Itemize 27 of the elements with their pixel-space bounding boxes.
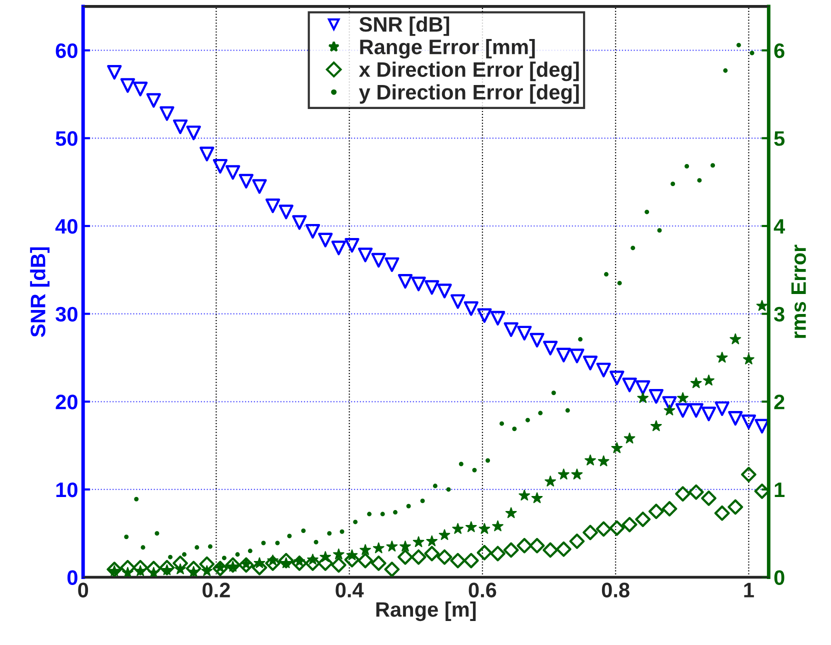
y2-tick-label: 3 <box>774 306 784 322</box>
y-tick-label: 20 <box>56 394 78 410</box>
x-tick-label: 0.8 <box>602 582 630 598</box>
legend-label: Range Error [mm] <box>360 39 535 59</box>
y2-tick-label: 6 <box>774 43 784 58</box>
y2-tick-label: 1 <box>774 482 785 498</box>
legend-label: SNR [dB] <box>359 16 450 36</box>
y-tick-label: 10 <box>56 482 78 498</box>
y2-tick-label: 0 <box>774 570 784 586</box>
y2-tick-label: 5 <box>774 131 785 146</box>
x-axis-title: Range [m] <box>376 602 476 622</box>
x-tick-label: 0.4 <box>336 582 364 598</box>
legend-label: x Direction Error [deg] <box>358 62 579 82</box>
y-tick-label: 50 <box>56 131 78 146</box>
x-tick-label: 0.2 <box>202 582 230 598</box>
y-tick-label: 40 <box>55 219 78 234</box>
x-tick-label: 1 <box>744 582 754 598</box>
y-tick-label: 30 <box>56 306 78 322</box>
y2-tick-label: 4 <box>774 219 786 234</box>
y-tick-label: 60 <box>56 43 78 58</box>
y-axis-title: SNR [dB] <box>30 247 50 337</box>
y2-axis-title: rms Error <box>791 244 806 338</box>
legend-label: y Direction Error [deg] <box>358 84 579 104</box>
x-tick-label: 0 <box>78 582 88 598</box>
y2-tick-label: 2 <box>774 394 784 410</box>
y-tick-label: 0 <box>67 570 78 586</box>
x-tick-label: 0.6 <box>468 582 496 598</box>
